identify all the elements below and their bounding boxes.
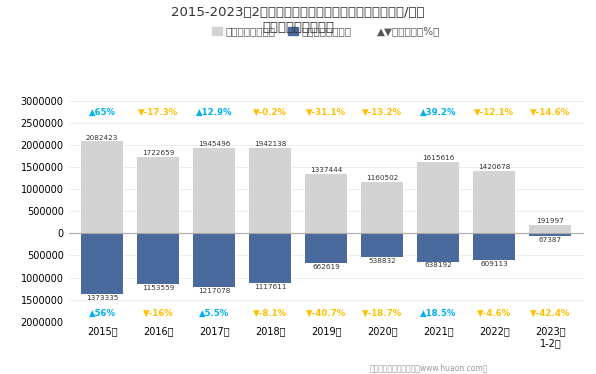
Text: 538832: 538832 <box>368 258 396 264</box>
Text: ▼-31.1%: ▼-31.1% <box>306 108 346 117</box>
Bar <box>529 225 572 233</box>
Text: 191997: 191997 <box>536 218 564 224</box>
Text: 609113: 609113 <box>480 261 508 267</box>
Text: 地）进、出口额统计: 地）进、出口额统计 <box>262 21 334 34</box>
Text: 1942138: 1942138 <box>254 141 287 147</box>
Bar <box>137 157 179 233</box>
Bar <box>417 162 460 233</box>
Bar <box>305 174 347 233</box>
Text: ▲39.2%: ▲39.2% <box>420 108 457 117</box>
Text: ▲18.5%: ▲18.5% <box>420 309 457 318</box>
Text: ▼-16%: ▼-16% <box>143 309 173 318</box>
Text: ▲12.9%: ▲12.9% <box>196 108 232 117</box>
Legend: 出口额（万美元）, 进口额（万美元）, ▲▼同比增长（%）: 出口额（万美元）, 进口额（万美元）, ▲▼同比增长（%） <box>207 22 445 41</box>
Text: 1160502: 1160502 <box>366 175 399 181</box>
Text: 1420678: 1420678 <box>478 164 511 170</box>
Text: ▼-14.6%: ▼-14.6% <box>530 108 570 117</box>
Bar <box>529 233 572 236</box>
Bar <box>193 147 235 233</box>
Text: ▼-13.2%: ▼-13.2% <box>362 108 402 117</box>
Bar <box>473 171 516 233</box>
Bar <box>249 233 291 283</box>
Text: ▼-4.6%: ▼-4.6% <box>477 309 511 318</box>
Text: 1615616: 1615616 <box>422 155 455 161</box>
Text: ▼-12.1%: ▼-12.1% <box>474 108 514 117</box>
Text: 2082423: 2082423 <box>86 135 119 141</box>
Text: ▼-42.4%: ▼-42.4% <box>530 309 570 318</box>
Text: 638192: 638192 <box>424 263 452 269</box>
Text: ▲5.5%: ▲5.5% <box>199 309 229 318</box>
Bar <box>361 233 403 257</box>
Bar <box>81 141 123 233</box>
Text: ▲56%: ▲56% <box>89 309 116 318</box>
Bar <box>473 233 516 260</box>
Text: 1945496: 1945496 <box>198 141 231 147</box>
Text: ▼-18.7%: ▼-18.7% <box>362 309 402 318</box>
Text: 1337444: 1337444 <box>310 168 343 174</box>
Bar <box>417 233 460 261</box>
Text: 2015-2023年2月惠州高新技术产业开发区（境内目的地/货源: 2015-2023年2月惠州高新技术产业开发区（境内目的地/货源 <box>171 6 425 19</box>
Text: 制图：华经产业研究院（www.huaon.com）: 制图：华经产业研究院（www.huaon.com） <box>370 363 488 372</box>
Text: ▲65%: ▲65% <box>89 108 116 117</box>
Text: 1153559: 1153559 <box>142 285 175 291</box>
Text: ▼-0.2%: ▼-0.2% <box>253 108 287 117</box>
Text: ▼-8.1%: ▼-8.1% <box>253 309 287 318</box>
Text: 1722659: 1722659 <box>142 150 175 156</box>
Text: 1117611: 1117611 <box>254 283 287 289</box>
Text: 662619: 662619 <box>312 264 340 270</box>
Text: ▼-40.7%: ▼-40.7% <box>306 309 346 318</box>
Bar <box>305 233 347 263</box>
Text: 1373335: 1373335 <box>86 295 119 301</box>
Bar <box>81 233 123 294</box>
Text: 67387: 67387 <box>539 237 562 243</box>
Bar <box>361 182 403 233</box>
Bar <box>249 148 291 233</box>
Text: 1217078: 1217078 <box>198 288 231 294</box>
Bar <box>193 233 235 287</box>
Text: ▼-17.3%: ▼-17.3% <box>138 108 178 117</box>
Bar <box>137 233 179 284</box>
